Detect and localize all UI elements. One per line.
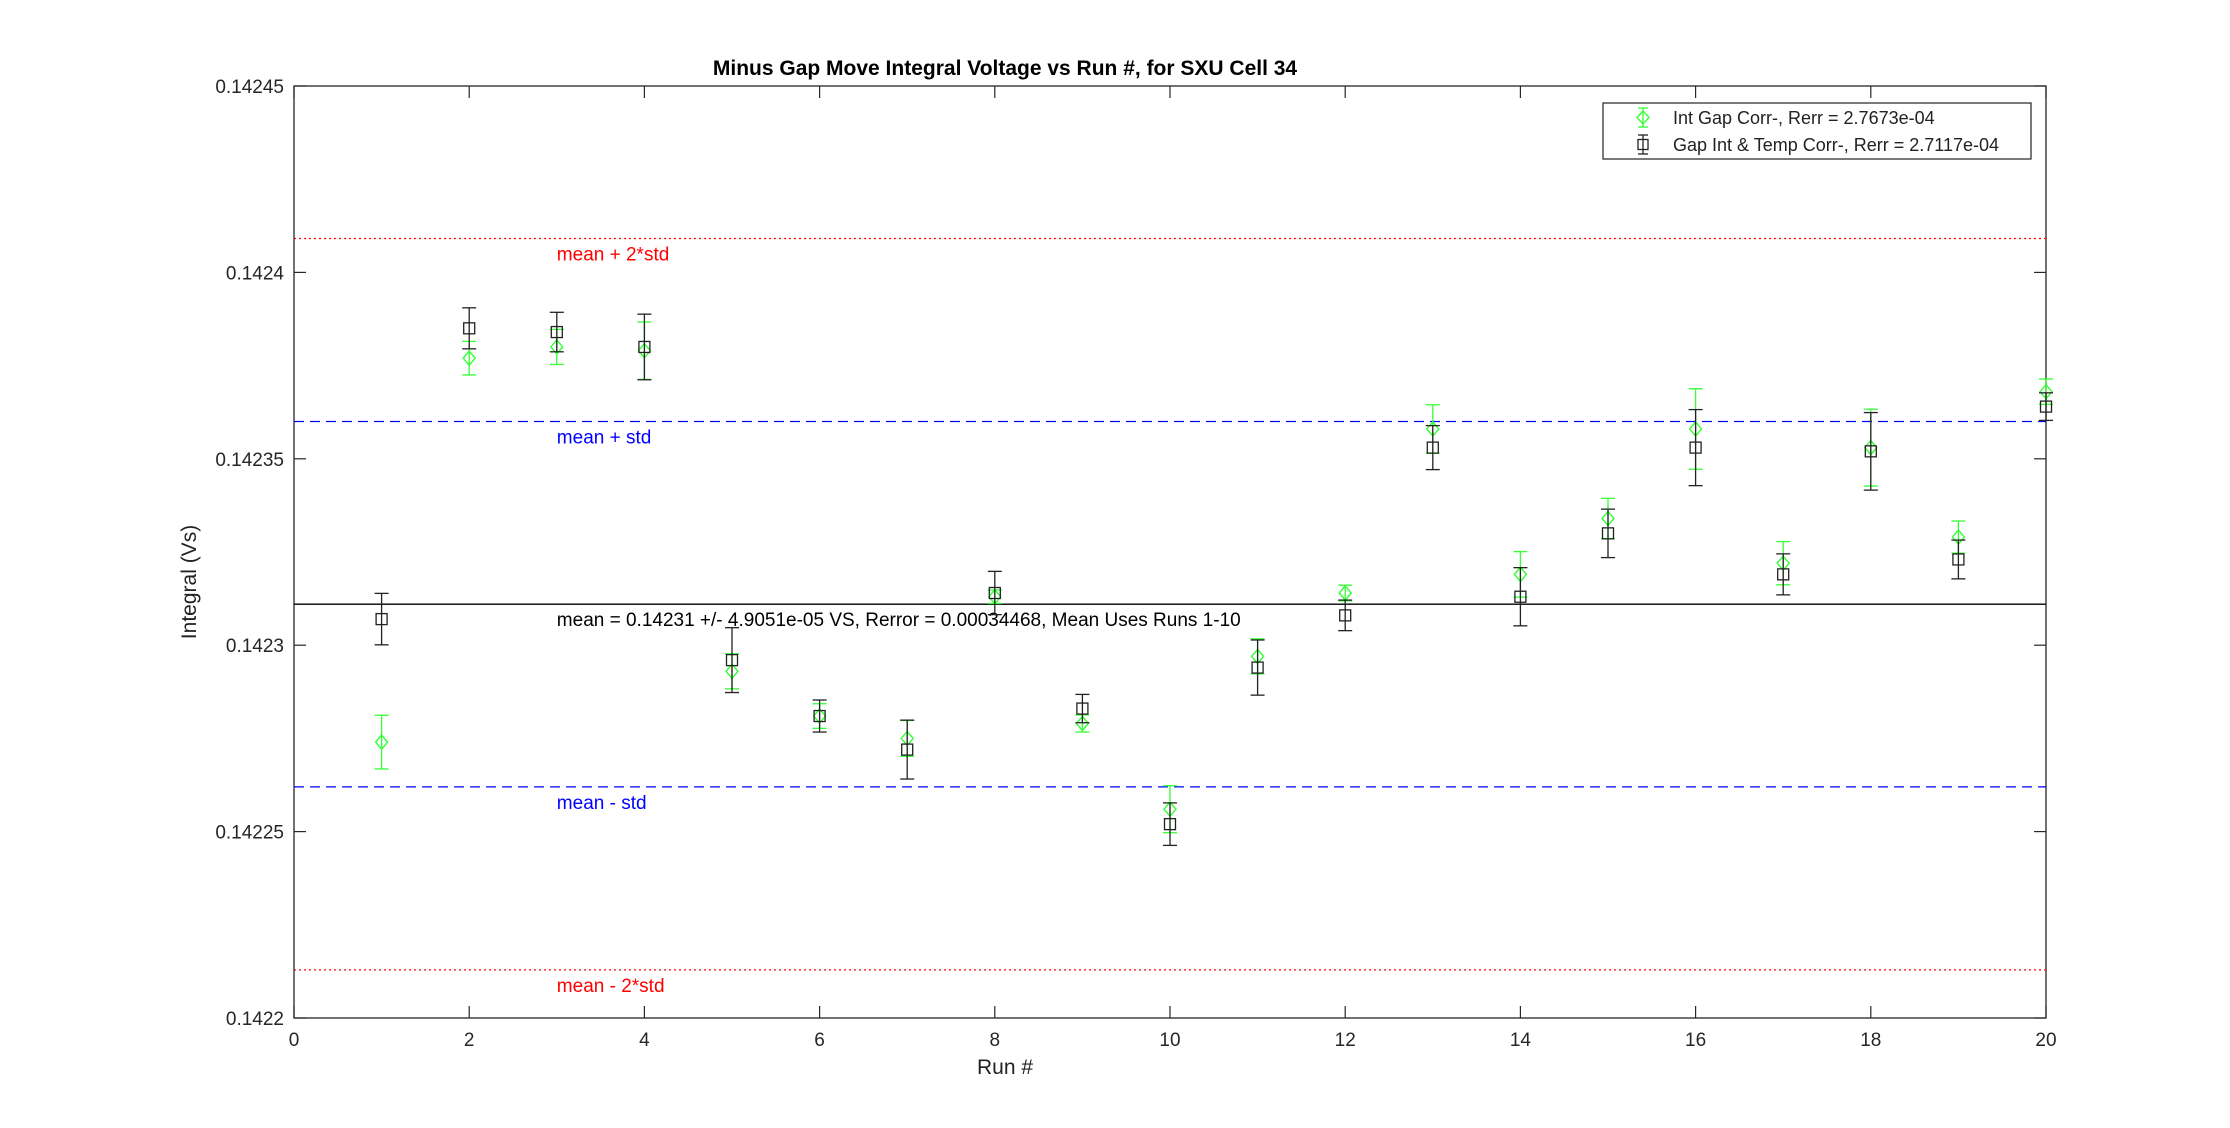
data-point-square: [1426, 441, 1439, 454]
data-point-square: [1251, 661, 1264, 674]
data-point-square: [1076, 702, 1089, 715]
x-tick-label: 18: [1860, 1030, 1881, 1051]
data-point-square: [463, 322, 476, 335]
data-point-square: [1339, 609, 1352, 622]
legend-box: [1602, 102, 2032, 160]
legend-square-marker-icon: [1637, 138, 1649, 151]
reference-line-label: mean + 2*std: [557, 244, 670, 265]
plot-area: 0 2 4 6 8 10 12 14 16 18 20 0.1422 0.14225 0.1423 0.14…: [215, 77, 2056, 1051]
y-tick-label: 0.1424: [226, 263, 285, 284]
data-point-square: [550, 325, 563, 339]
legend-label: Gap Int & Temp Corr-, Rerr = 2.7117e-04: [1673, 135, 1999, 155]
y-tick-label: 0.14235: [215, 450, 284, 471]
data-point-square: [1514, 590, 1527, 603]
legend-entry: Int Gap Corr-, Rerr = 2.7673e-04: [1636, 107, 1935, 128]
data-point-square: [725, 653, 739, 667]
reference-line-label: mean + std: [557, 428, 652, 449]
legend-diamond-marker-icon: [1636, 110, 1650, 125]
data-point-square: [1952, 553, 1965, 566]
y-tick-label: 0.14225: [215, 823, 284, 844]
y-tick-label: 0.14245: [215, 77, 284, 98]
legend: Int Gap Corr-, Rerr = 2.7673e-04 Gap Int…: [1602, 102, 2032, 160]
chart-title: Minus Gap Move Integral Voltage vs Run #…: [713, 57, 1298, 80]
reference-line-label: mean - 2*std: [557, 976, 665, 997]
x-tick-label: 10: [1159, 1030, 1180, 1051]
reference-line-label: mean - std: [557, 793, 647, 814]
x-tick-label: 0: [289, 1030, 300, 1051]
data-point-square: [1689, 441, 1702, 454]
x-tick-label: 8: [990, 1030, 1001, 1051]
legend-entry: Gap Int & Temp Corr-, Rerr = 2.7117e-04: [1637, 134, 1999, 155]
y-axis-label: Integral (Vs): [178, 525, 201, 639]
y-tick-label: 0.1423: [226, 636, 284, 657]
data-point-diamond: [549, 338, 564, 356]
data-point-square: [1777, 568, 1790, 581]
data-point-diamond: [1075, 715, 1090, 732]
data-point-square: [1864, 445, 1877, 458]
x-tick-label: 20: [2035, 1030, 2056, 1051]
data-point-square: [1601, 527, 1615, 540]
data-point-square: [2039, 400, 2053, 413]
legend-label: Int Gap Corr-, Rerr = 2.7673e-04: [1673, 108, 1935, 128]
data-point-square: [375, 612, 388, 626]
data-point-square: [813, 709, 826, 723]
x-tick-label: 4: [639, 1030, 650, 1051]
x-tick-label: 12: [1335, 1030, 1356, 1051]
x-axis-label: Run #: [977, 1056, 1033, 1079]
y-tick-label: 0.1422: [226, 1009, 284, 1030]
data-point-diamond: [374, 734, 389, 751]
x-tick-label: 14: [1510, 1030, 1532, 1051]
data-point-square: [1163, 817, 1177, 831]
x-tick-label: 16: [1685, 1030, 1706, 1051]
data-point-square: [638, 340, 651, 354]
data-point-square: [901, 743, 914, 756]
x-tick-label: 2: [464, 1030, 475, 1051]
reference-line-label: mean = 0.14231 +/- 4.9051e-05 VS, Rerror…: [557, 610, 1241, 631]
data-point-diamond: [462, 350, 477, 367]
x-tick-label: 6: [814, 1030, 825, 1051]
data-point-square: [988, 586, 1001, 600]
